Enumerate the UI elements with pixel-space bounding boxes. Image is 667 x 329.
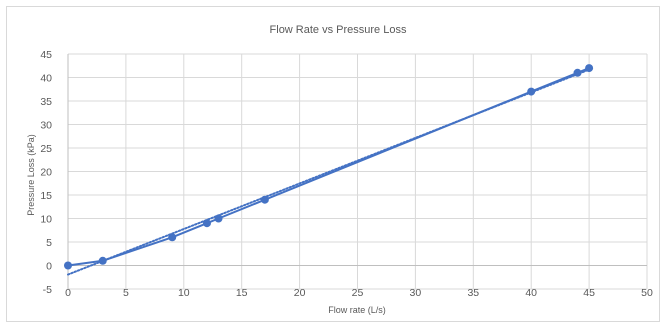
x-tick-label: 5	[123, 287, 129, 299]
data-point	[585, 64, 594, 73]
x-tick-label: 15	[236, 287, 248, 299]
trendline	[67, 68, 591, 276]
y-tick-label: 10	[40, 214, 52, 226]
x-tick-label: 25	[352, 287, 364, 299]
x-tick-label: 20	[294, 287, 306, 299]
data-point	[573, 68, 582, 77]
x-tick-label: 35	[467, 287, 479, 299]
y-tick-label: 45	[40, 49, 52, 61]
y-tick-label: 20	[40, 167, 52, 179]
data-point	[168, 233, 177, 242]
chart-title: Flow Rate vs Pressure Loss	[270, 24, 407, 36]
x-tick-label: 45	[583, 287, 595, 299]
y-tick-labels: -5 0 5 10 15 20 25 30 35 40 45	[40, 49, 52, 296]
data-point	[64, 261, 72, 270]
x-tick-labels: 0 5 10 15 20 25 30 35 40 45 50	[65, 287, 653, 299]
data-point	[202, 219, 211, 228]
y-tick-label: 0	[46, 261, 52, 273]
y-tick-label: -5	[43, 284, 52, 296]
y-tick-label: 15	[40, 190, 52, 202]
x-tick-label: 40	[525, 287, 537, 299]
data-point	[527, 87, 536, 96]
y-tick-label: 5	[46, 237, 52, 249]
y-tick-label: 40	[40, 73, 52, 85]
data-point	[98, 256, 107, 265]
grid	[67, 53, 648, 290]
x-tick-label: 10	[178, 287, 190, 299]
x-tick-label: 0	[65, 287, 71, 299]
y-tick-label: 25	[40, 143, 52, 155]
data-point	[260, 195, 269, 204]
y-tick-label: 30	[40, 120, 52, 132]
x-axis-label: Flow rate (L/s)	[328, 305, 386, 315]
chart-frame	[6, 6, 660, 322]
series-line	[67, 67, 590, 267]
series	[64, 64, 594, 276]
y-tick-label: 35	[40, 96, 52, 108]
data-point	[214, 214, 223, 223]
axes	[67, 54, 647, 289]
x-tick-label: 50	[641, 287, 653, 299]
x-tick-label: 30	[410, 287, 422, 299]
y-axis-label: Pressure Loss (kPa)	[26, 134, 36, 216]
